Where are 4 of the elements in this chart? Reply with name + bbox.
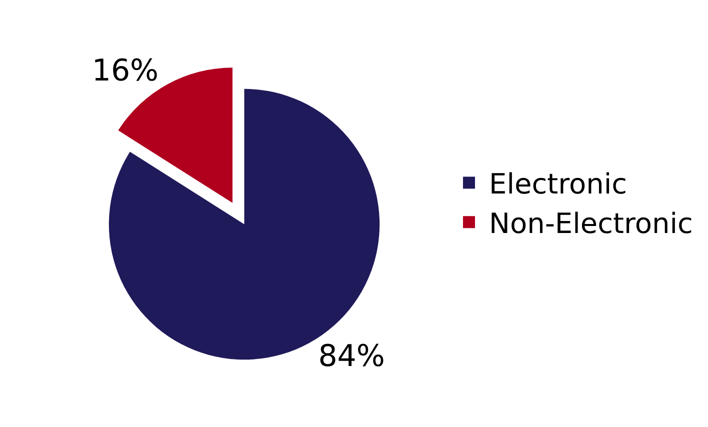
data-label: 16% bbox=[92, 53, 159, 88]
legend-label: Electronic bbox=[489, 168, 628, 201]
legend-label: Non-Electronic bbox=[489, 207, 693, 240]
data-label: 84% bbox=[318, 338, 385, 374]
